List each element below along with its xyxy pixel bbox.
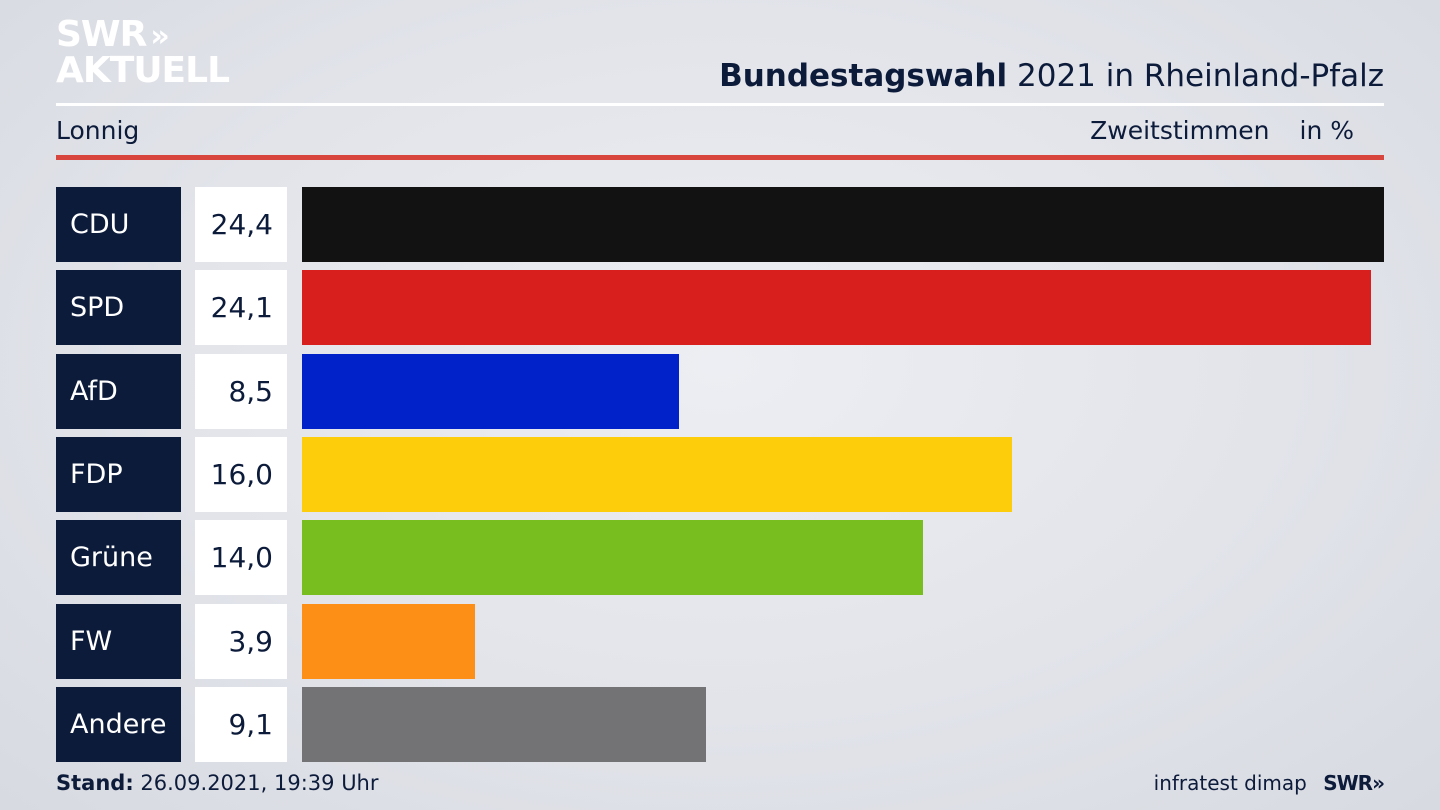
place-name: Lonnig [56,116,140,145]
party-label: FW [56,603,181,679]
value-label: 9,1 [195,686,287,762]
party-label: FDP [56,436,181,512]
bar-row: Andere 9,1 [56,686,1384,762]
swr-small-logo: SWR» [1323,771,1385,795]
chart-title-rest: 2021 in Rheinland-Pfalz [1017,58,1384,94]
bar [302,520,923,596]
value-label: 8,5 [195,353,287,429]
party-label: SPD [56,270,181,346]
bar-row: Grüne 14,0 [56,520,1384,596]
value-label: 16,0 [195,436,287,512]
logo-line-1: SWR» [56,17,229,54]
bar [302,686,706,762]
source-credit: infratest dimap SWR» [1153,771,1385,795]
value-label: 3,9 [195,603,287,679]
measure-unit: in % [1299,116,1355,145]
logo-swr-text: SWR [56,14,147,55]
party-label: AfD [56,353,181,429]
measure-name: Zweitstimmen [1090,116,1270,145]
logo-arrows-icon: » [150,19,170,54]
value-label: 14,0 [195,520,287,596]
bar-row: CDU 24,4 [56,187,1384,262]
bar-row: FDP 16,0 [56,436,1384,512]
value-label: 24,4 [195,187,287,262]
party-label: Grüne [56,520,181,596]
chart-title: Bundestagswahl 2021 in Rheinland-Pfalz [719,58,1384,94]
timestamp-label: Stand: [56,771,134,795]
logo-line-2: AKTUELL [56,50,230,91]
accent-divider [56,155,1384,160]
value-label: 24,1 [195,270,287,346]
bar-row: FW 3,9 [56,603,1384,679]
party-label: CDU [56,187,181,262]
party-label: Andere [56,686,181,762]
timestamp: Stand: 26.09.2021, 19:39 Uhr [56,771,379,795]
source-name: infratest dimap [1153,771,1307,795]
timestamp-value: 26.09.2021, 19:39 Uhr [140,771,379,795]
swr-aktuell-logo: SWR» AKTUELL [56,17,230,91]
swr-small-arrows-icon: » [1372,771,1385,795]
bar-row: AfD 8,5 [56,353,1384,429]
chart-title-bold: Bundestagswahl [719,58,1008,94]
measure-label: Zweitstimmen in % [1090,116,1354,145]
bar [302,270,1371,346]
bar [302,353,679,429]
bar [302,187,1384,262]
bar [302,436,1012,512]
header-divider [56,103,1384,106]
swr-small-text: SWR [1323,771,1373,795]
bar-row: SPD 24,1 [56,270,1384,346]
bar [302,603,475,679]
